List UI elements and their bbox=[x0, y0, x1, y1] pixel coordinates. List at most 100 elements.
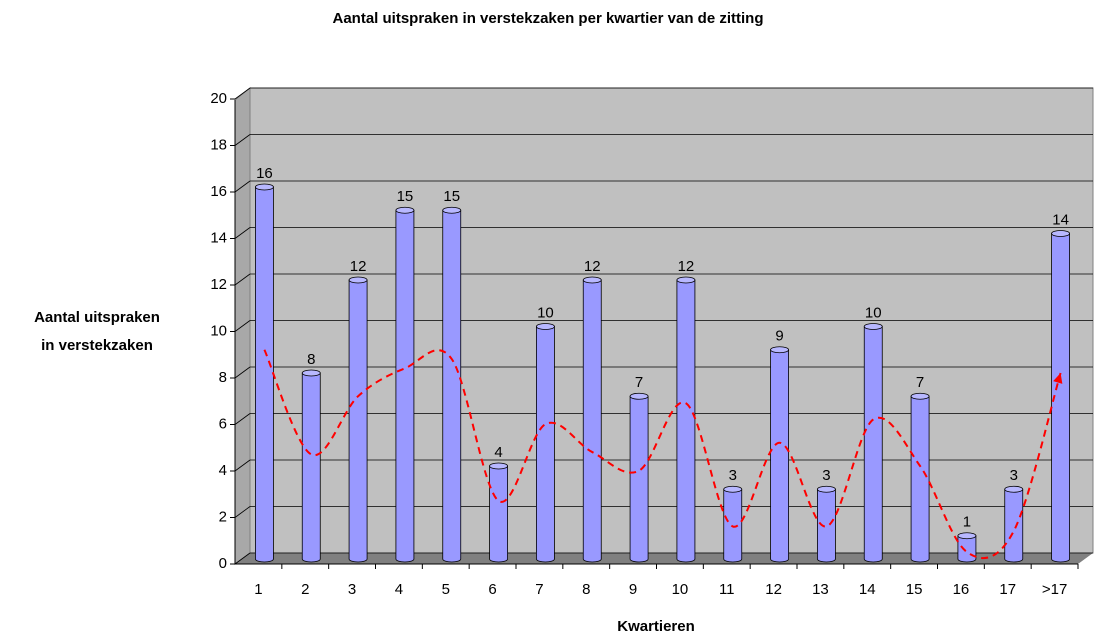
bar-top bbox=[863, 323, 883, 330]
bar bbox=[1051, 230, 1070, 563]
data-label: 3 bbox=[822, 467, 830, 484]
bar bbox=[676, 276, 696, 563]
bar-top bbox=[348, 276, 368, 284]
bar bbox=[582, 276, 602, 563]
data-label: 12 bbox=[350, 258, 367, 275]
x-tick-label: 2 bbox=[301, 581, 309, 598]
bar-body bbox=[489, 465, 508, 563]
bar bbox=[348, 276, 368, 563]
bar-top bbox=[489, 462, 508, 470]
data-label: 9 bbox=[775, 328, 783, 345]
grid-line bbox=[234, 180, 251, 193]
y-tick-label: 6 bbox=[219, 415, 227, 432]
bar-top bbox=[1004, 485, 1024, 493]
trend-line bbox=[263, 349, 1062, 560]
bar-top bbox=[301, 369, 321, 377]
bar-body bbox=[676, 279, 696, 563]
bar-top bbox=[723, 485, 743, 493]
x-tick-label: 9 bbox=[629, 581, 637, 598]
bar bbox=[536, 323, 555, 563]
data-label: 1 bbox=[963, 514, 971, 531]
y-tick-label: 18 bbox=[210, 136, 227, 153]
bar-top bbox=[1051, 230, 1070, 237]
bar-body bbox=[629, 395, 649, 563]
bar bbox=[910, 392, 930, 563]
bar-top bbox=[536, 323, 555, 330]
bar bbox=[957, 532, 977, 563]
bar-body bbox=[301, 372, 321, 563]
y-axis-label: Aantal uitspraken bbox=[34, 309, 160, 326]
x-tick-label: 5 bbox=[442, 581, 450, 598]
y-tick-label: 16 bbox=[210, 183, 227, 200]
grid-line bbox=[234, 459, 251, 472]
bar bbox=[770, 346, 789, 563]
bar-body bbox=[863, 326, 883, 563]
bar bbox=[817, 485, 836, 563]
data-label: 3 bbox=[1010, 467, 1018, 484]
data-label: 7 bbox=[916, 374, 924, 391]
x-tick-label: 8 bbox=[582, 581, 590, 598]
x-tick-label: 15 bbox=[906, 581, 923, 598]
y-axis-label: in verstekzaken bbox=[41, 337, 153, 354]
bar-body bbox=[255, 186, 274, 563]
bar-top bbox=[582, 276, 602, 284]
bar-top bbox=[910, 392, 930, 400]
data-label: 7 bbox=[635, 374, 643, 391]
data-label: 8 bbox=[307, 351, 315, 368]
bar-body bbox=[348, 279, 368, 563]
data-label: 12 bbox=[584, 258, 601, 275]
bar bbox=[863, 323, 883, 563]
x-tick-label: 11 bbox=[719, 581, 735, 598]
data-label: 3 bbox=[729, 467, 737, 484]
bar-body bbox=[442, 209, 462, 563]
data-label: 14 bbox=[1052, 211, 1069, 228]
bar bbox=[301, 369, 321, 563]
y-tick-label: 0 bbox=[219, 555, 227, 572]
y-tick-label: 10 bbox=[210, 322, 227, 339]
bar-body bbox=[1004, 488, 1024, 563]
bar bbox=[1004, 485, 1024, 563]
bar bbox=[255, 183, 274, 563]
bar-top bbox=[957, 532, 977, 540]
x-tick-label: 7 bbox=[535, 581, 543, 598]
data-label: 16 bbox=[256, 165, 273, 182]
chart-title: Aantal uitspraken in verstekzaken per kw… bbox=[333, 10, 764, 27]
x-tick-label: 13 bbox=[812, 581, 829, 598]
bar-top bbox=[255, 183, 274, 191]
bar bbox=[723, 485, 743, 563]
data-label: 4 bbox=[494, 444, 502, 461]
bar bbox=[442, 206, 462, 563]
grid-line bbox=[234, 134, 251, 146]
y-tick-label: 14 bbox=[210, 229, 227, 246]
bar bbox=[489, 462, 508, 563]
grid-line bbox=[234, 413, 251, 425]
data-label: 10 bbox=[865, 304, 882, 321]
grid-line bbox=[234, 227, 251, 239]
x-tick-label: 1 bbox=[254, 581, 262, 598]
data-label: 15 bbox=[443, 188, 460, 205]
grid-line bbox=[234, 366, 251, 379]
bar-body bbox=[1051, 233, 1070, 563]
data-label: 12 bbox=[678, 258, 695, 275]
y-tick-label: 2 bbox=[219, 508, 227, 525]
bar-body bbox=[536, 326, 555, 563]
bar bbox=[629, 392, 649, 563]
data-label: 15 bbox=[397, 188, 414, 205]
x-tick-label: 3 bbox=[348, 581, 356, 598]
x-tick-label: 4 bbox=[395, 581, 403, 598]
bar-body bbox=[770, 349, 789, 563]
bar-top bbox=[629, 392, 649, 400]
y-tick-label: 12 bbox=[210, 276, 227, 293]
bar-top bbox=[395, 206, 415, 214]
x-tick-label: 10 bbox=[672, 581, 689, 598]
x-tick-label: >17 bbox=[1042, 581, 1067, 598]
grid-line bbox=[234, 273, 251, 286]
trend-arrow bbox=[1053, 373, 1063, 384]
grid-line bbox=[234, 87, 251, 100]
x-tick-label: 17 bbox=[999, 581, 1016, 598]
grid-line bbox=[234, 320, 251, 332]
bar-top bbox=[676, 276, 696, 284]
x-axis-label: Kwartieren bbox=[617, 618, 695, 635]
x-tick-label: 6 bbox=[488, 581, 496, 598]
